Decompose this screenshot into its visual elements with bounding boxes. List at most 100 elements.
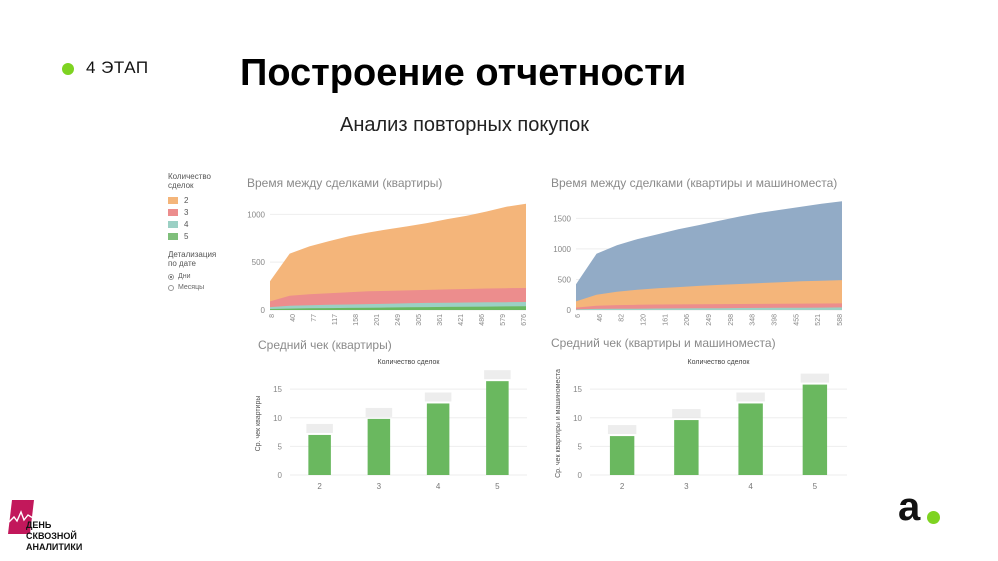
x-tick-label: 2 bbox=[620, 482, 625, 491]
y-tick-label: 15 bbox=[573, 385, 582, 394]
page-subtitle: Анализ повторных покупок bbox=[340, 114, 590, 136]
bar-chart-2-title: Средний чек (квартиры и машиноместа) bbox=[551, 336, 776, 350]
y-tick-label: 10 bbox=[573, 414, 582, 423]
bar-chart-subtitle: Количество сделок bbox=[378, 359, 441, 366]
bar-chart-apartments: Количество сделок Ср. чек квартиры 0 5 10 15 2… bbox=[255, 359, 527, 491]
y-tick-label: 10 bbox=[273, 414, 282, 423]
bar-2 bbox=[609, 436, 635, 475]
bar-label-placeholder bbox=[736, 392, 765, 402]
bar-chart-subtitle: Количество сделок bbox=[688, 359, 751, 366]
legend-swatch bbox=[168, 208, 178, 216]
legend-item[interactable]: 3 bbox=[168, 206, 238, 218]
bar-5 bbox=[486, 381, 509, 475]
x-tick-label: 206 bbox=[684, 314, 691, 326]
area-chart-1-title: Время между сделками (квартиры) bbox=[247, 176, 443, 190]
x-tick-label: 361 bbox=[437, 314, 444, 326]
x-tick-label: 579 bbox=[500, 314, 507, 326]
x-tick-label: 161 bbox=[662, 314, 669, 326]
y-tick-label: 0 bbox=[261, 306, 266, 315]
bar-label-placeholder bbox=[607, 425, 637, 435]
x-tick-label: 676 bbox=[521, 314, 528, 326]
x-tick-label: 398 bbox=[772, 314, 779, 326]
area-series-5 bbox=[270, 306, 526, 310]
detail-title: Детализация по дате bbox=[168, 250, 217, 268]
x-tick-label: 249 bbox=[395, 314, 402, 326]
x-tick-label: 455 bbox=[793, 314, 800, 326]
bar-2 bbox=[308, 434, 331, 475]
bar-5 bbox=[802, 384, 828, 475]
bar-label-placeholder bbox=[484, 370, 511, 380]
x-tick-label: 8 bbox=[269, 314, 276, 318]
x-tick-label: 77 bbox=[311, 314, 318, 322]
x-tick-label: 4 bbox=[436, 482, 441, 491]
legend-title: Количество сделок bbox=[168, 172, 211, 190]
y-tick-label: 5 bbox=[578, 442, 583, 451]
y-axis-label: Ср. чек квартиры bbox=[255, 396, 262, 452]
bar-3 bbox=[674, 420, 699, 475]
area-chart-2-title: Время между сделками (квартиры и машином… bbox=[551, 176, 838, 190]
x-tick-label: 82 bbox=[619, 314, 626, 322]
y-axis-label: Ср. чек квартиры и машиноместа bbox=[555, 369, 562, 478]
detail-options: Дни Месяцы bbox=[168, 271, 238, 293]
area-chart-apartments-parking: 0 500 1000 1500 6 46 82 120 161 206 249 298 348 398 45… bbox=[553, 201, 844, 326]
x-tick-label: 298 bbox=[728, 314, 735, 326]
x-tick-label: 117 bbox=[332, 314, 339, 325]
company-logo-dot-icon bbox=[927, 511, 940, 524]
bar-label-placeholder bbox=[672, 409, 701, 419]
area-series-3 bbox=[576, 280, 842, 310]
radio-days[interactable]: Дни bbox=[168, 271, 238, 282]
y-tick-label: 5 bbox=[278, 442, 283, 451]
bar-chart-1-title: Средний чек (квартиры) bbox=[258, 338, 392, 352]
legend-panel: Количество сделок 2 3 4 5 Детализация по… bbox=[168, 172, 238, 293]
x-tick-label: 3 bbox=[684, 482, 689, 491]
legend-items: 2 3 4 5 bbox=[168, 194, 238, 242]
x-tick-label: 5 bbox=[813, 482, 818, 491]
bar-4 bbox=[738, 403, 763, 475]
y-tick-label: 0 bbox=[567, 306, 572, 315]
x-tick-label: 348 bbox=[750, 314, 757, 326]
area-series-2 bbox=[270, 203, 526, 310]
bar-label-placeholder bbox=[365, 407, 393, 417]
legend-swatch bbox=[168, 232, 178, 240]
y-tick-label: 1000 bbox=[553, 245, 571, 254]
y-tick-label: 15 bbox=[273, 385, 282, 394]
y-tick-label: 1000 bbox=[247, 210, 265, 219]
x-tick-label: 486 bbox=[479, 314, 486, 326]
x-tick-label: 421 bbox=[458, 314, 465, 326]
y-tick-label: 1500 bbox=[553, 214, 571, 223]
y-tick-label: 0 bbox=[278, 471, 283, 480]
bar-3 bbox=[367, 418, 391, 475]
x-tick-label: 588 bbox=[837, 314, 844, 326]
bar-label-placeholder bbox=[306, 423, 333, 433]
legend-item[interactable]: 4 bbox=[168, 218, 238, 230]
radio-months[interactable]: Месяцы bbox=[168, 282, 238, 293]
page-title: Построение отчетности bbox=[240, 52, 687, 94]
stage-label: 4 ЭТАП bbox=[86, 58, 149, 77]
legend-swatch bbox=[168, 220, 178, 228]
x-tick-label: 40 bbox=[290, 314, 297, 322]
x-tick-label: 4 bbox=[748, 482, 753, 491]
event-logo-icon bbox=[8, 500, 34, 534]
x-tick-label: 158 bbox=[353, 314, 360, 326]
x-tick-label: 3 bbox=[377, 482, 382, 491]
y-tick-label: 500 bbox=[558, 275, 572, 284]
y-tick-label: 500 bbox=[252, 258, 266, 267]
x-tick-label: 120 bbox=[641, 314, 648, 326]
legend-item[interactable]: 5 bbox=[168, 230, 238, 242]
bar-label-placeholder bbox=[424, 392, 452, 402]
x-tick-label: 249 bbox=[706, 314, 713, 326]
area-series-5 bbox=[576, 307, 842, 310]
x-tick-label: 6 bbox=[575, 314, 582, 318]
x-tick-label: 201 bbox=[374, 314, 381, 326]
legend-item[interactable]: 2 bbox=[168, 194, 238, 206]
x-tick-label: 5 bbox=[495, 482, 500, 491]
radio-circle-icon bbox=[168, 284, 174, 291]
company-logo-letter: a bbox=[898, 485, 921, 529]
x-tick-label: 2 bbox=[317, 482, 322, 491]
bar-4 bbox=[426, 403, 450, 475]
event-name: ДЕНЬ СКВОЗНОЙ АНАЛИТИКИ bbox=[26, 520, 83, 552]
radio-circle-icon bbox=[168, 273, 174, 280]
bar-label-placeholder bbox=[800, 373, 830, 383]
area-chart-apartments: 0 500 1000 8 40 77 117 158 201 249 305 361 421 486 579… bbox=[247, 203, 528, 326]
x-tick-label: 305 bbox=[416, 314, 423, 326]
